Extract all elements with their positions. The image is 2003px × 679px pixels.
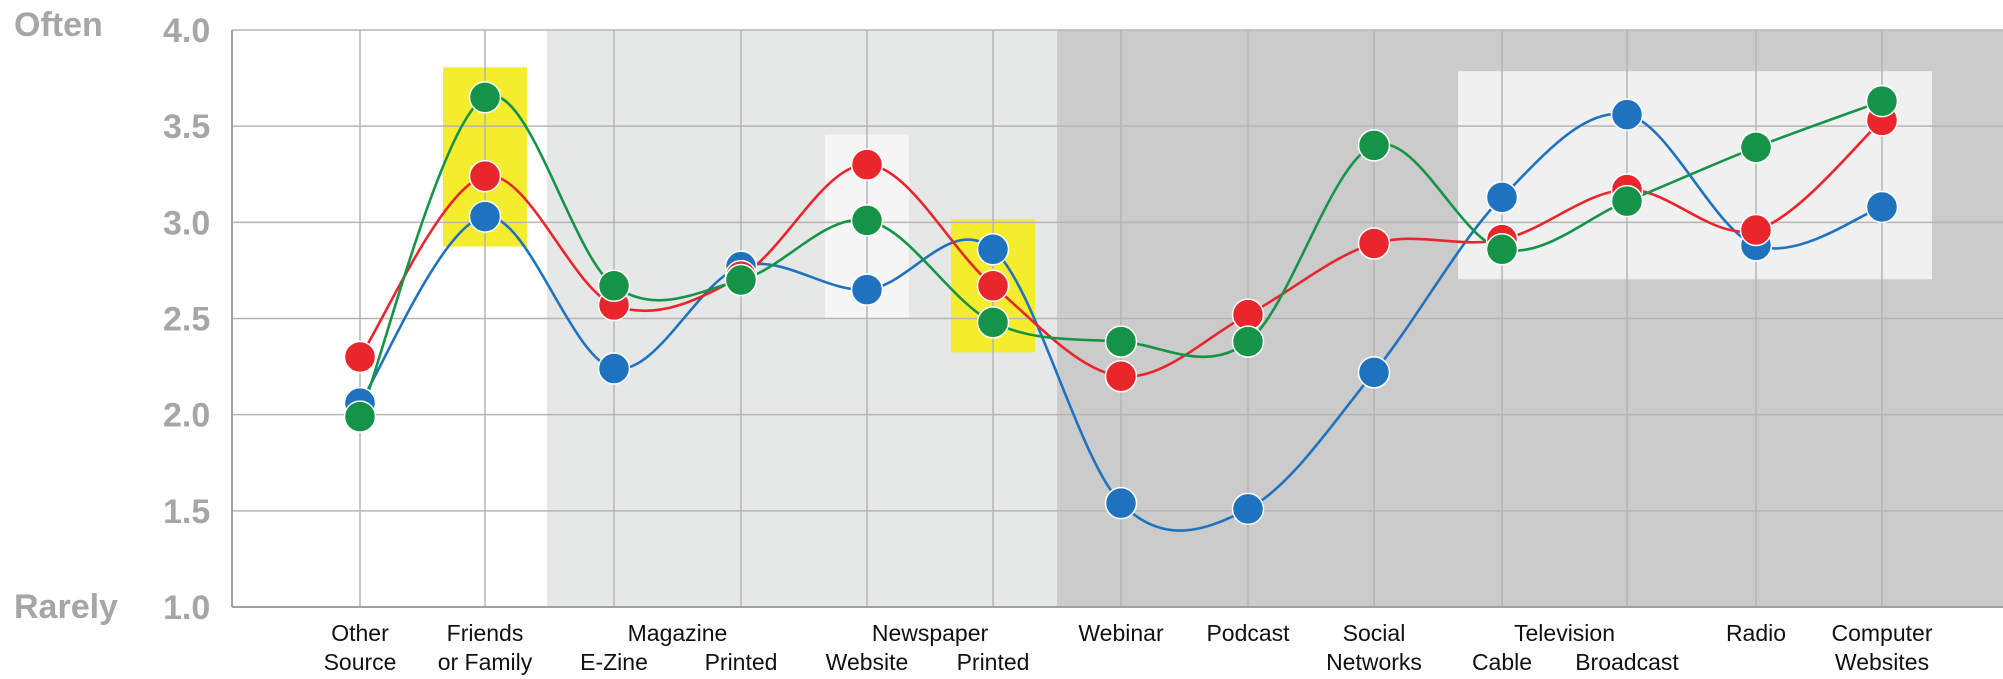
data-point-series-3 bbox=[1739, 131, 1773, 164]
data-point-series-3 bbox=[343, 400, 377, 433]
x-tick-label: or Family bbox=[438, 649, 533, 675]
data-point-series-3 bbox=[1357, 129, 1391, 162]
x-tick-label: Broadcast bbox=[1575, 649, 1679, 675]
data-point-series-3 bbox=[1610, 184, 1644, 218]
x-tick-label: Printed bbox=[957, 649, 1030, 675]
x-group-label: Magazine bbox=[628, 620, 728, 646]
x-tick-label: Websites bbox=[1835, 649, 1929, 675]
data-point-series-2 bbox=[1104, 359, 1138, 393]
x-tick-label: Printed bbox=[705, 649, 778, 675]
y-tick-label: 1.0 bbox=[163, 589, 210, 627]
x-axis: Other Source Friends or Family E-Zine Printed… bbox=[324, 620, 1933, 675]
y-tick-label: 1.5 bbox=[163, 493, 210, 531]
data-point-series-2 bbox=[1357, 227, 1391, 260]
data-point-series-3 bbox=[1104, 325, 1138, 358]
data-point-series-1 bbox=[1610, 98, 1644, 131]
data-point-series-3 bbox=[1865, 84, 1899, 118]
data-point-series-2 bbox=[1739, 213, 1773, 247]
data-point-series-3 bbox=[597, 269, 631, 303]
y-axis: Often Rarely 1.0 1.5 2.0 2.5 3.0 3.5 4.0 bbox=[14, 6, 210, 627]
x-tick-label: Other bbox=[331, 620, 389, 646]
x-tick-label: E-Zine bbox=[580, 649, 648, 675]
x-tick-label: Cable bbox=[1472, 649, 1532, 675]
series-points bbox=[343, 81, 1899, 526]
highlight-box bbox=[1458, 71, 1932, 280]
x-tick-label: Social bbox=[1343, 620, 1406, 646]
data-point-series-3 bbox=[468, 81, 502, 114]
x-tick-label: Source bbox=[324, 649, 397, 675]
data-point-series-1 bbox=[976, 233, 1010, 266]
data-point-series-2 bbox=[343, 340, 377, 374]
x-group-label: Newspaper bbox=[872, 620, 989, 646]
y-word-bottom: Rarely bbox=[14, 588, 118, 626]
data-point-series-3 bbox=[850, 204, 884, 237]
y-tick-label: 2.0 bbox=[163, 397, 210, 435]
data-point-series-3 bbox=[1485, 233, 1519, 266]
data-point-series-1 bbox=[1231, 492, 1265, 526]
x-tick-label: Webinar bbox=[1078, 620, 1164, 646]
data-point-series-1 bbox=[1865, 190, 1899, 224]
data-point-series-1 bbox=[597, 352, 631, 385]
data-point-series-1 bbox=[1104, 486, 1138, 520]
x-tick-label: Friends bbox=[447, 620, 524, 646]
data-point-series-3 bbox=[1231, 325, 1265, 358]
y-tick-label: 3.0 bbox=[163, 204, 210, 242]
data-point-series-1 bbox=[468, 200, 502, 233]
data-point-series-2 bbox=[468, 159, 502, 193]
data-point-series-1 bbox=[1357, 356, 1391, 389]
y-tick-label: 3.5 bbox=[163, 108, 210, 146]
y-tick-label: 4.0 bbox=[163, 12, 210, 50]
data-point-series-2 bbox=[850, 148, 884, 181]
y-word-top: Often bbox=[14, 6, 103, 44]
y-tick-label: 2.5 bbox=[163, 301, 210, 339]
data-point-series-3 bbox=[724, 263, 758, 297]
x-group-label: Television bbox=[1514, 620, 1615, 646]
data-point-series-1 bbox=[850, 273, 884, 306]
data-point-series-2 bbox=[976, 269, 1010, 303]
x-tick-label: Computer bbox=[1832, 620, 1933, 646]
x-tick-label: Networks bbox=[1326, 649, 1422, 675]
x-tick-label: Website bbox=[826, 649, 909, 675]
x-tick-label: Podcast bbox=[1206, 620, 1290, 646]
data-point-series-1 bbox=[1485, 181, 1519, 214]
x-tick-label: Radio bbox=[1726, 620, 1786, 646]
series-line-3 bbox=[358, 94, 1883, 418]
data-point-series-3 bbox=[976, 306, 1010, 339]
